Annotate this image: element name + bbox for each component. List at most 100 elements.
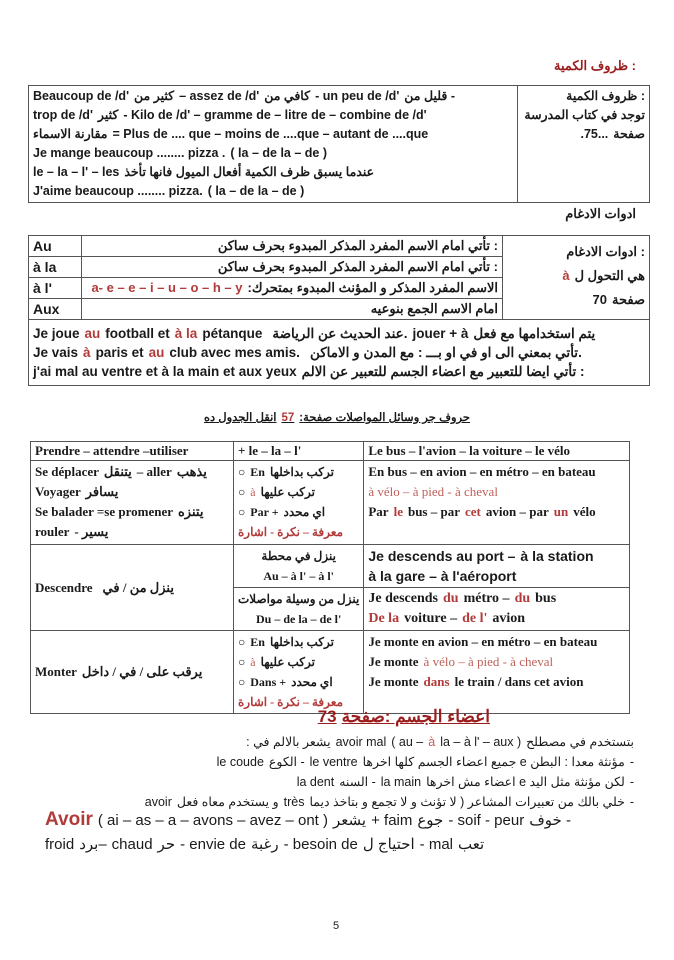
text-line: ○ Dans + اي محدد bbox=[238, 672, 359, 692]
caption-text: انقل الجدول ده 57:حروف جر وسائل المواصلات… bbox=[0, 410, 674, 424]
text-line: avoir و يستخدم معاه فعل très خلي بالك من تع… bbox=[145, 792, 634, 812]
rule-cell: امام الاسم الجمع بنوعيه bbox=[81, 298, 503, 320]
text-segment: بتستخدم في مصطلح bbox=[526, 735, 634, 749]
text-line: Je mange beaucoup ........ pizza . ( la –… bbox=[33, 144, 513, 163]
text-line: Je monte à vélo – à pied - à cheval bbox=[368, 652, 625, 672]
text-segment: très bbox=[283, 795, 305, 809]
header-vehicles: Le bus – l'avion – la voiture – le vélo bbox=[363, 441, 630, 461]
text-segment: a- e – e – i – u – o – h – y bbox=[91, 280, 243, 295]
text-segment: برد– bbox=[79, 836, 107, 853]
verb-line: Monter يرقب على / في / داخل bbox=[35, 662, 229, 682]
text-segment: خلي بالك من تعبيرات المشاعر ( لا تؤنث و … bbox=[309, 795, 625, 809]
text-line: ظروف الكمية : bbox=[522, 87, 645, 106]
example-station-cell: Je descends au port – à la station à la ga… bbox=[363, 544, 630, 588]
avoir-line: Avoir( ai – as – a – avons – avez – ont … bbox=[45, 809, 571, 831]
text-segment: le coude bbox=[216, 755, 264, 769]
text-segment: ادوات الادغام : bbox=[566, 244, 645, 259]
text-segment: + faim bbox=[371, 812, 413, 829]
article-cell: Aux bbox=[28, 298, 82, 320]
text-segment: à bbox=[83, 345, 91, 360]
text-segment: ○ bbox=[238, 635, 246, 649]
preps-cell: ○ En تركب بداخلها ○ à تركب عليها ○ Par + اي محدد… bbox=[232, 460, 365, 545]
text-segment: le train / dans cet avion bbox=[454, 674, 584, 689]
text-segment: le – la – l' – les bbox=[33, 165, 120, 179]
text-segment: Voyager bbox=[35, 484, 81, 499]
text-segment: Je joue bbox=[33, 326, 80, 341]
text-segment: تركب عليها bbox=[260, 485, 315, 499]
text-segment: Se déplacer bbox=[35, 464, 99, 479]
transport-table: Prendre – attendre –utiliser + le – la –… bbox=[30, 441, 630, 714]
text-segment: ○ bbox=[238, 675, 246, 689]
text-segment: Je monte en avion – en métro – en bateau bbox=[368, 634, 598, 649]
examples-lines: Je monte en avion – en métro – en bateau… bbox=[368, 632, 625, 692]
text-segment: En bus – en avion – en métro – en bateau bbox=[368, 464, 596, 479]
text-line: Je monte dans le train / dans cet avion bbox=[368, 672, 625, 692]
text-segment: تأتي امام الاسم المفرد المذكر المبدوء بح… bbox=[217, 259, 498, 274]
article-cell: Au bbox=[28, 235, 82, 257]
text-line: Par le bus – par cet avion – par un vélo bbox=[368, 502, 625, 522]
text-segment: à bbox=[428, 735, 436, 749]
text-segment: cet bbox=[465, 504, 481, 519]
text-line: le – la – l' – les عندما يسبق ظرف الكمية … bbox=[33, 163, 513, 182]
text-segment: paris et bbox=[95, 345, 144, 360]
text-segment: ○ bbox=[238, 465, 246, 479]
text-segment: 73 bbox=[317, 707, 337, 726]
text-segment: au bbox=[84, 326, 101, 341]
text-segment: J'aime beaucoup ........ pizza. bbox=[33, 184, 203, 198]
prep-station-cell: ينزل في محطة Au – à l' – à l' bbox=[232, 544, 365, 588]
text-segment: تأتي امام الاسم المفرد المذكر المبدوء بح… bbox=[217, 238, 498, 253]
text-segment: - bbox=[629, 755, 634, 769]
text-segment: chaud bbox=[111, 836, 153, 853]
text-segment: معرفة – نكرة - اشارة bbox=[238, 525, 344, 539]
text-segment: Au – à l' – à l' bbox=[263, 569, 335, 583]
text-line: le coude الكوع - le ventre جميع اعضاء الجسم… bbox=[145, 752, 634, 772]
text-segment: امام الاسم الجمع بنوعيه bbox=[370, 301, 498, 316]
text-segment: :الاسم المفرد المذكر و المؤنث المبدوء بم… bbox=[247, 280, 498, 295]
text-segment: Je descends au port – bbox=[368, 548, 516, 564]
page-number: 5 bbox=[333, 920, 340, 932]
text-segment: قليل من - bbox=[404, 89, 455, 103]
text-segment: صفحة bbox=[613, 127, 645, 141]
avoir-text: Avoir( ai – as – a – avons – avez – ont … bbox=[45, 809, 571, 831]
examples-lines: En bus – en avion – en métro – en bateau… bbox=[368, 462, 625, 522]
text-segment: Se balader =se promener bbox=[35, 504, 173, 519]
text-segment: ( au – bbox=[391, 735, 424, 749]
text-segment: voiture – bbox=[404, 611, 458, 626]
text-segment: اعضاء مش اخرها e لكن مؤنثة مثل اليد bbox=[426, 775, 625, 789]
text-segment: كثير bbox=[97, 108, 119, 122]
text-segment: ينزل في محطة bbox=[261, 549, 336, 563]
text-line: Au – à l' – à l' bbox=[238, 566, 359, 586]
text-segment: à bbox=[250, 655, 256, 669]
verbs-cell: Se déplacer يتنقل – aller يذهب Voyager يسافر S… bbox=[30, 460, 234, 545]
text-segment: Par + bbox=[250, 505, 279, 519]
text-line: Beaucoup de /d' كثير من – assez de /d' كافي… bbox=[33, 87, 513, 106]
text-segment: club avec mes amis. bbox=[169, 345, 300, 360]
text-line: Je monte en avion – en métro – en bateau bbox=[368, 632, 625, 652]
text-segment: 70 bbox=[592, 292, 608, 307]
text-segment: froid bbox=[45, 836, 75, 853]
contraction-table: Au تأتي امام الاسم المفرد المذكر المبدوء… bbox=[28, 235, 650, 386]
text-segment: صفحة bbox=[612, 292, 645, 307]
text-line: J'aime beaucoup ........ pizza. ( la – de… bbox=[33, 182, 513, 201]
article-cell: à l' bbox=[28, 277, 82, 299]
header-verbs: Prendre – attendre –utiliser bbox=[30, 441, 234, 461]
text-segment: تعب bbox=[458, 836, 485, 853]
feelings-text: froid برد– chaud حر - envie de رغبة - besoin d… bbox=[45, 835, 484, 853]
text-line: la dent السنه - la main اعضاء مش اخرها e لك… bbox=[145, 772, 634, 792]
text-segment: De la bbox=[368, 611, 400, 626]
text-segment: métro – bbox=[463, 591, 510, 606]
text-segment: ○ bbox=[238, 505, 246, 519]
text-segment: du bbox=[442, 591, 459, 606]
text-segment: عند الحديث عن الرياضة. bbox=[272, 326, 408, 341]
text-segment: كافي من bbox=[264, 89, 311, 103]
text-segment: Je descends bbox=[368, 591, 438, 606]
text-segment: مقارنة الاسماء bbox=[33, 127, 108, 141]
text-segment: السنه - bbox=[339, 775, 376, 789]
prep-lines: ينزل في محطة Au – à l' – à l' bbox=[238, 546, 359, 586]
quantity-content-cell: Beaucoup de /d' كثير من – assez de /d' كافي… bbox=[28, 85, 518, 203]
text-segment: اي محدد bbox=[283, 505, 326, 519]
text-segment: كثير من bbox=[134, 89, 175, 103]
text-segment: احتياج ل bbox=[362, 836, 415, 853]
text-segment: معرفة – نكرة - اشارة bbox=[238, 695, 344, 709]
text-segment: تركب عليها bbox=[260, 655, 315, 669]
